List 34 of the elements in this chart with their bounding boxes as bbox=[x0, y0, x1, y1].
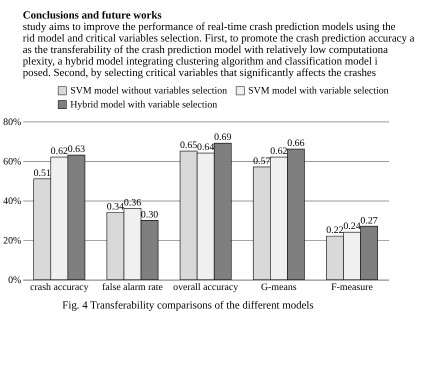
text: rid model and critical variables selection. First, to promote the crash prediction accuracy a bbox=[22, 32, 415, 44]
data-label: 0.64 bbox=[197, 142, 214, 154]
y-tick-label: 60% bbox=[3, 156, 22, 168]
text: as the transferability of the crash prediction model with relatively low computationa bbox=[22, 44, 388, 56]
x-tick-label: false alarm rate bbox=[102, 282, 164, 294]
text: Conclusions and future works bbox=[22, 9, 162, 22]
x-tick-label: G-means bbox=[261, 282, 297, 294]
data-label: 0.62 bbox=[50, 146, 68, 158]
x-tick-label: F-measure bbox=[331, 282, 374, 294]
data-label: 0.63 bbox=[68, 144, 86, 156]
legend-label: Hybrid model with variable selection bbox=[70, 100, 218, 111]
legend-label: SVM model with variable selection bbox=[248, 86, 389, 97]
data-label: 0.62 bbox=[270, 146, 288, 158]
data-label: 0.22 bbox=[326, 225, 344, 236]
text: plexity, a hybrid model integrating clustering algorithm and classification model i bbox=[22, 56, 378, 68]
data-label: 0.65 bbox=[180, 140, 198, 152]
data-label: 0.66 bbox=[287, 138, 305, 150]
data-label: 0.24 bbox=[343, 221, 361, 232]
data-label: 0.36 bbox=[124, 197, 142, 208]
caption: Fig. 4 Transferability comparisons of the different models bbox=[62, 299, 314, 312]
y-tick-label: 20% bbox=[3, 236, 22, 247]
text: study aims to improve the performance of real-time crash prediction models using the bbox=[22, 20, 396, 33]
x-tick-label: crash accuracy bbox=[30, 282, 89, 294]
data-label: 0.57 bbox=[253, 156, 270, 167]
data-label: 0.27 bbox=[360, 215, 378, 226]
y-tick-label: 0% bbox=[8, 275, 22, 286]
legend-label: SVM model without variables selection bbox=[70, 86, 228, 97]
y-tick-label: 80% bbox=[3, 116, 22, 128]
data-label: 0.69 bbox=[214, 132, 232, 144]
text: posed. Second, by selecting critical variables that significantly affects the crashes bbox=[22, 67, 376, 80]
data-label: 0.51 bbox=[34, 168, 51, 179]
y-tick-label: 40% bbox=[3, 196, 22, 207]
data-label: 0.34 bbox=[106, 201, 124, 212]
x-tick-label: overall accuracy bbox=[173, 282, 238, 294]
